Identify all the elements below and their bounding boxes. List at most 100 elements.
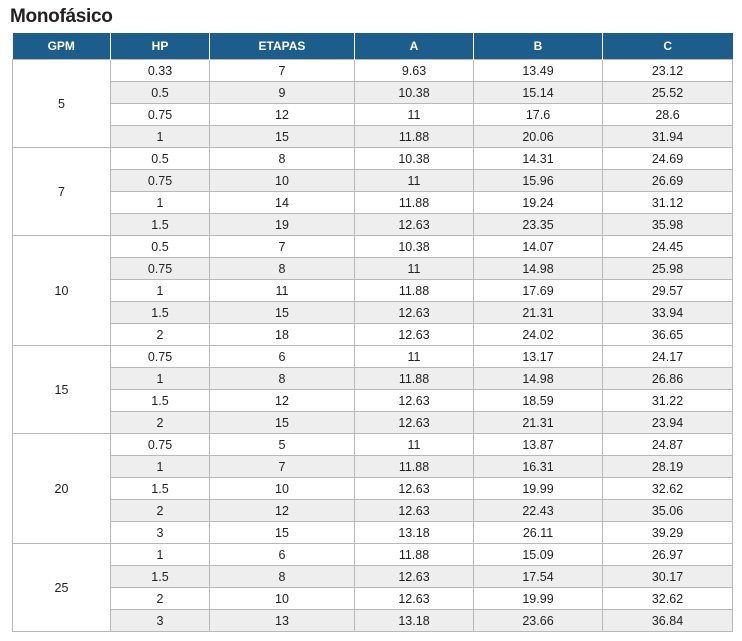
hp-cell: 0.75	[110, 257, 210, 280]
etapas-cell: 12	[209, 389, 355, 412]
c-cell: 24.69	[602, 147, 733, 170]
etapas-cell: 5	[209, 433, 355, 456]
hp-cell: 1.5	[110, 565, 210, 588]
c-cell: 24.87	[602, 433, 733, 456]
b-cell: 13.49	[473, 59, 603, 82]
b-cell: 21.31	[473, 301, 603, 324]
c-cell: 32.62	[602, 587, 733, 610]
c-cell: 31.94	[602, 125, 733, 148]
hp-cell: 0.75	[110, 345, 210, 368]
a-cell: 12.63	[354, 323, 474, 346]
hp-cell: 0.33	[110, 59, 210, 82]
b-cell: 21.31	[473, 411, 603, 434]
c-cell: 35.98	[602, 213, 733, 236]
table-row: 0.75 12 11 17.6 28.6	[13, 103, 733, 126]
gpm-cell: 15	[12, 345, 111, 434]
hp-cell: 2	[110, 411, 210, 434]
c-cell: 23.94	[602, 411, 733, 434]
etapas-cell: 10	[209, 477, 355, 500]
hp-cell: 3	[110, 609, 210, 632]
table-row: 1 7 11.88 16.31 28.19	[13, 455, 733, 478]
gpm-cell: 25	[12, 543, 111, 632]
etapas-cell: 10	[209, 169, 355, 192]
c-cell: 33.94	[602, 301, 733, 324]
c-cell: 26.97	[602, 543, 733, 566]
c-cell: 24.17	[602, 345, 733, 368]
table-row: 1.5 8 12.63 17.54 30.17	[13, 565, 733, 588]
table-row: 0.75 10 11 15.96 26.69	[13, 169, 733, 192]
c-cell: 25.98	[602, 257, 733, 280]
hp-cell: 1	[110, 455, 210, 478]
a-cell: 11	[354, 257, 474, 280]
a-cell: 9.63	[354, 59, 474, 82]
b-cell: 13.87	[473, 433, 603, 456]
table-row: 1.5 19 12.63 23.35 35.98	[13, 213, 733, 236]
c-cell: 26.69	[602, 169, 733, 192]
b-cell: 13.17	[473, 345, 603, 368]
hp-cell: 0.5	[110, 235, 210, 258]
table-row: 10 0.5 7 10.38 14.07 24.45	[12, 235, 733, 346]
b-cell: 22.43	[473, 499, 603, 522]
c-cell: 32.62	[602, 477, 733, 500]
a-cell: 11.88	[354, 543, 474, 566]
table-row: 7 0.5 8 10.38 14.31 24.69	[12, 147, 733, 236]
table-row: 1 15 11.88 20.06 31.94	[13, 125, 733, 148]
b-cell: 15.09	[473, 543, 603, 566]
c-cell: 28.6	[602, 103, 733, 126]
a-cell: 11	[354, 433, 474, 456]
c-cell: 31.12	[602, 191, 733, 214]
b-cell: 18.59	[473, 389, 603, 412]
b-cell: 14.31	[473, 147, 603, 170]
c-cell: 24.45	[602, 235, 733, 258]
a-cell: 11.88	[354, 367, 474, 390]
table-row: 3 13 13.18 23.66 36.84	[13, 609, 733, 632]
hp-cell: 3	[110, 521, 210, 544]
header-c: C	[602, 33, 733, 60]
b-cell: 26.11	[473, 521, 603, 544]
c-cell: 36.65	[602, 323, 733, 346]
etapas-cell: 7	[209, 455, 355, 478]
c-cell: 28.19	[602, 455, 733, 478]
b-cell: 19.99	[473, 477, 603, 500]
hp-cell: 1.5	[110, 477, 210, 500]
table-row: 1 8 11.88 14.98 26.86	[13, 367, 733, 390]
table-row: 1 11 11.88 17.69 29.57	[13, 279, 733, 302]
a-cell: 12.63	[354, 213, 474, 236]
b-cell: 23.35	[473, 213, 603, 236]
hp-cell: 1.5	[110, 389, 210, 412]
etapas-cell: 19	[209, 213, 355, 236]
a-cell: 11.88	[354, 279, 474, 302]
etapas-cell: 8	[209, 147, 355, 170]
a-cell: 10.38	[354, 235, 474, 258]
a-cell: 11.88	[354, 455, 474, 478]
c-cell: 39.29	[602, 521, 733, 544]
hp-cell: 0.75	[110, 103, 210, 126]
page-title: Monofásico	[10, 6, 113, 27]
hp-cell: 1.5	[110, 213, 210, 236]
hp-cell: 2	[110, 499, 210, 522]
a-cell: 13.18	[354, 521, 474, 544]
hp-cell: 2	[110, 587, 210, 610]
table-row: 0.5 9 10.38 15.14 25.52	[13, 81, 733, 104]
b-cell: 15.14	[473, 81, 603, 104]
hp-cell: 0.5	[110, 81, 210, 104]
etapas-cell: 6	[209, 543, 355, 566]
table-row: 0.75 8 11 14.98 25.98	[13, 257, 733, 280]
etapas-cell: 15	[209, 125, 355, 148]
table-row: 1.5 10 12.63 19.99 32.62	[13, 477, 733, 500]
table-row: 1.5 12 12.63 18.59 31.22	[13, 389, 733, 412]
c-cell: 23.12	[602, 59, 733, 82]
b-cell: 14.98	[473, 367, 603, 390]
hp-cell: 1.5	[110, 301, 210, 324]
a-cell: 11	[354, 169, 474, 192]
c-cell: 26.86	[602, 367, 733, 390]
c-cell: 36.84	[602, 609, 733, 632]
header-row: GPM HP ETAPAS A B C	[12, 33, 733, 60]
b-cell: 17.69	[473, 279, 603, 302]
b-cell: 15.96	[473, 169, 603, 192]
b-cell: 17.6	[473, 103, 603, 126]
b-cell: 17.54	[473, 565, 603, 588]
table-row: 2 12 12.63 22.43 35.06	[13, 499, 733, 522]
etapas-cell: 12	[209, 103, 355, 126]
b-cell: 20.06	[473, 125, 603, 148]
